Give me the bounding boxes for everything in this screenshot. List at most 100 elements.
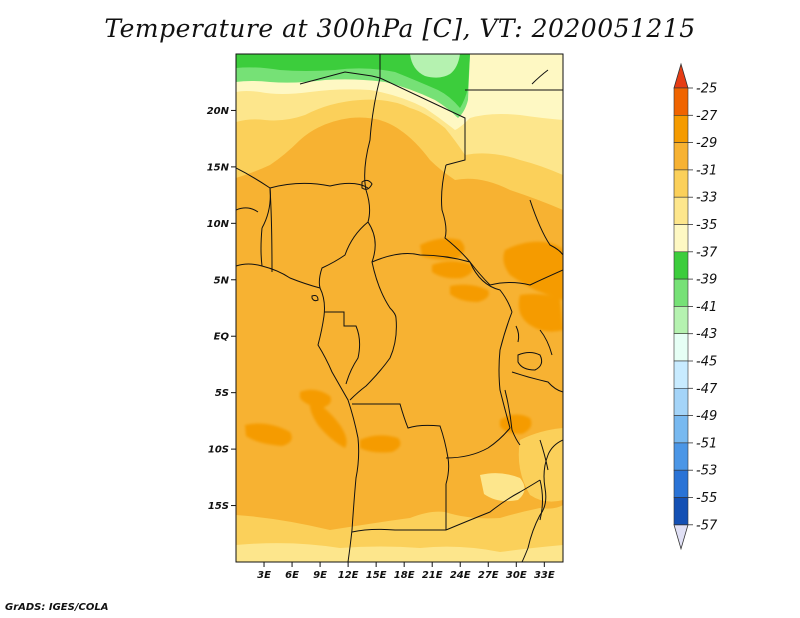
patch-sw-1 [245, 423, 292, 446]
colorbar-swatch [673, 278, 689, 307]
colorbar-label: -51 [696, 436, 717, 451]
colorbar-top-triangle [673, 62, 689, 89]
field-north-37 [236, 54, 470, 108]
lat-ticks: 20N 15N 10N 5N EQ 5S 10S 15S [207, 106, 236, 512]
border-lake-victoria [517, 352, 543, 371]
lat-tick-label: 20N [207, 106, 230, 117]
colorbar-label: -55 [696, 491, 717, 506]
coastline-east [521, 439, 563, 562]
border-angola-namibia [351, 528, 446, 533]
lat-tick-label: 5S [215, 388, 229, 399]
border-sudan-south [489, 269, 563, 286]
field-south-lighter [236, 543, 563, 562]
border-west-mali [236, 207, 259, 213]
colorbar-swatch [673, 169, 689, 198]
lat-tick-label: 15S [208, 501, 229, 512]
lon-tick-label: 3E [257, 570, 271, 581]
colorbar-swatch [673, 333, 689, 362]
field-dark-patches [245, 238, 563, 453]
lat-tick-label: 10N [207, 219, 230, 230]
lon-tick-label: 21E [422, 570, 443, 581]
border-niger-nigeria [269, 182, 369, 189]
patch-west-coast [309, 400, 347, 448]
lon-tick-label: 24E [450, 570, 471, 581]
colorbar: -25 -27 -29 -31 -33 -35 -37 -39 -41 -43 -45 -47 -49 -… [673, 62, 718, 551]
field-north-41 [410, 54, 460, 78]
border-ghana [260, 227, 263, 267]
coast-red-sea [531, 69, 549, 85]
lon-tick-label: 30E [506, 570, 527, 581]
colorbar-label: -47 [696, 382, 718, 397]
colorbar-swatch [673, 360, 689, 389]
colorbar-swatch [673, 387, 689, 416]
colorbar-label: -49 [696, 409, 717, 424]
colorbar-label: -37 [696, 245, 718, 260]
lat-tick-label: 5N [214, 275, 230, 286]
coast-bioko [311, 295, 319, 302]
grads-credit: GrADS: IGES/COLA [5, 602, 109, 613]
border-ethiopia [529, 199, 563, 256]
colorbar-swatch [673, 142, 689, 171]
colorbar-swatch [673, 469, 689, 498]
border-libya-chad [379, 54, 466, 166]
colorbar-swatch [673, 196, 689, 225]
map-frame [235, 53, 564, 563]
colorbar-label: -33 [696, 191, 717, 206]
patch-sw-2 [300, 389, 331, 408]
colorbar-label: -39 [696, 273, 717, 288]
colorbar-label: -45 [696, 355, 717, 370]
border-gabon-congo [324, 311, 361, 385]
coastline-west [236, 263, 360, 562]
map-boundaries [236, 54, 563, 562]
border-congo-drc [349, 317, 397, 401]
patch-central-2 [432, 261, 473, 279]
colorbar-swatch [673, 251, 689, 280]
colorbar-bottom-triangle [673, 524, 689, 551]
colorbar-label: -57 [696, 518, 718, 533]
lake-chad [361, 179, 373, 190]
border-tanzania [511, 371, 563, 393]
lon-ticks: 3E 6E 9E 12E 15E 18E 21E 24E 27E 30E 33E [257, 562, 555, 581]
border-algeria-niger [299, 71, 381, 85]
lon-tick-label: 33E [534, 570, 555, 581]
lon-tick-label: 9E [313, 570, 327, 581]
border-mozambique [539, 479, 543, 521]
colorbar-swatch [673, 87, 689, 116]
lon-tick-label: 27E [478, 570, 499, 581]
patch-central-3 [450, 284, 489, 302]
border-zambia-drc [445, 427, 511, 459]
patch-east [503, 241, 563, 300]
colorbar-label: -31 [696, 163, 717, 178]
lat-tick-label: EQ [214, 332, 230, 343]
lon-tick-label: 12E [338, 570, 359, 581]
colorbar-label: -41 [696, 300, 717, 315]
colorbar-label: -53 [696, 464, 717, 479]
border-zambia-south [445, 479, 541, 531]
colorbar-label: -25 [696, 82, 717, 97]
border-niger-chad [364, 77, 381, 223]
border-nigeria-cameroon [318, 221, 369, 289]
colorbar-swatch [673, 415, 689, 444]
lake-kivu [515, 325, 520, 343]
patch-east-2 [518, 294, 563, 332]
colorbar-swatch [673, 497, 689, 526]
patch-s-1 [360, 435, 401, 453]
colorbar-swatch [673, 224, 689, 253]
field-se-light [518, 428, 563, 502]
border-sudan-chad [441, 164, 491, 286]
border-cameroon-car [367, 221, 397, 319]
border-lake-tanganyika [504, 389, 521, 446]
map-fields [236, 54, 563, 562]
lon-tick-label: 15E [366, 570, 387, 581]
colorbar-swatch [673, 442, 689, 471]
border-benin [269, 187, 273, 273]
border-drc-angola [352, 403, 450, 485]
colorbar-swatch [673, 306, 689, 334]
border-drc-east [498, 311, 513, 429]
field-south-pale [480, 473, 525, 502]
colorbar-label: -29 [696, 136, 717, 151]
border-lake-malawi [539, 439, 549, 471]
colorbar-swatch [673, 115, 689, 143]
colorbar-label: -27 [696, 109, 718, 124]
